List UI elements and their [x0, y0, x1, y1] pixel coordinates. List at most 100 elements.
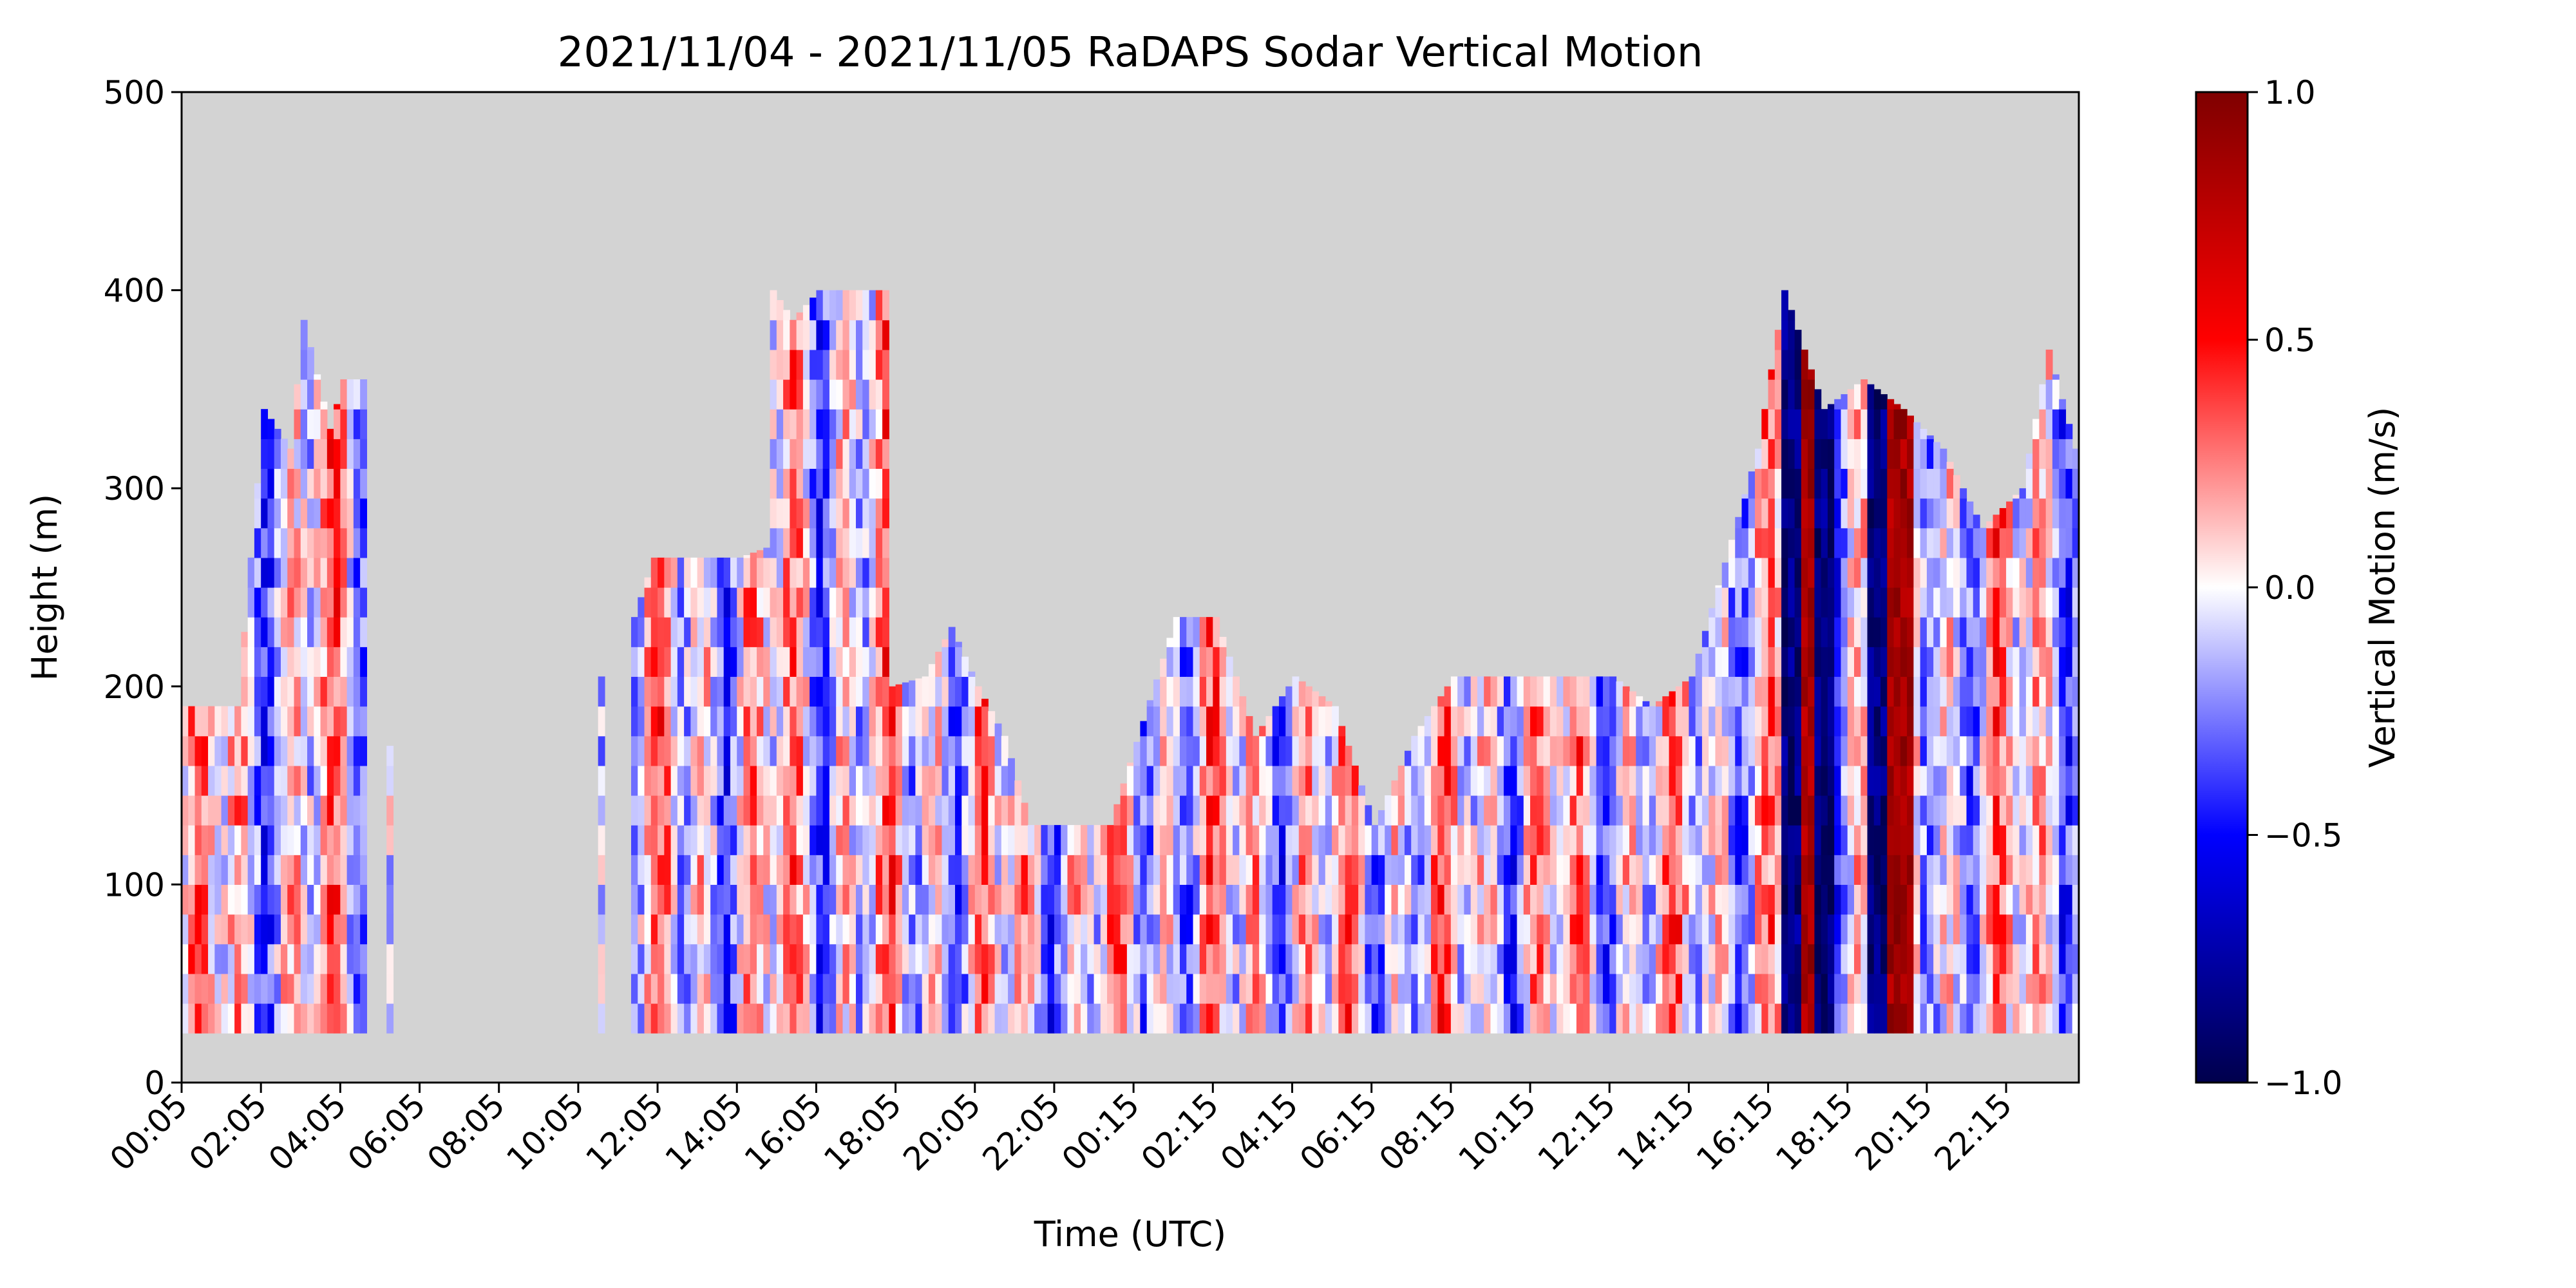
heat-cell: [280, 825, 288, 855]
heat-cell: [1841, 617, 1848, 647]
heat-cell: [928, 795, 936, 826]
heat-cell: [2045, 943, 2053, 974]
heat-cell: [1814, 557, 1822, 588]
heat-cell: [1530, 825, 1537, 855]
heat-cell: [1583, 795, 1590, 826]
heat-cell: [1867, 735, 1875, 766]
heat-cell: [856, 587, 863, 618]
heat-cell: [1933, 587, 1941, 618]
heat-cell: [1768, 379, 1776, 410]
heat-cell: [928, 884, 936, 915]
heat-cell: [274, 1003, 281, 1034]
heat-cell: [1378, 884, 1385, 915]
heat-cell: [2059, 498, 2067, 529]
heat-cell: [994, 723, 1002, 737]
heat-cell: [1278, 825, 1286, 855]
heat-cell: [1629, 855, 1636, 885]
heat-cell: [862, 973, 870, 1004]
heat-cell: [1887, 647, 1895, 677]
heat-cell: [810, 795, 817, 826]
heat-cell: [1788, 557, 1795, 588]
heat-cell: [2012, 884, 2020, 915]
heat-cell: [915, 855, 923, 885]
heat-cell: [1834, 647, 1842, 677]
heat-cell: [194, 825, 202, 855]
heat-cell: [1166, 765, 1174, 796]
heat-cell: [1669, 795, 1676, 826]
heat-cell: [1999, 735, 2007, 766]
heat-cell: [1523, 855, 1531, 885]
heat-cell: [703, 587, 711, 618]
heat-cell: [2045, 825, 2053, 855]
heat-cell: [1305, 706, 1312, 737]
heat-cell: [201, 943, 209, 974]
heat-cell: [247, 855, 255, 885]
heat-cell: [1530, 676, 1537, 707]
heat-cell: [1748, 943, 1756, 974]
heat-cell: [2045, 468, 2053, 499]
heat-cell: [280, 943, 288, 974]
heat-cell: [1808, 1003, 1815, 1034]
heat-cell: [1913, 706, 1921, 737]
heat-cell: [948, 765, 956, 796]
heat-cell: [2052, 735, 2060, 766]
heat-cell: [802, 825, 810, 855]
heat-cell: [644, 706, 652, 737]
heat-cell: [2019, 943, 2027, 974]
heat-cell: [2039, 527, 2047, 558]
heat-cell: [1265, 973, 1273, 1004]
heat-cell: [875, 557, 883, 588]
heat-cell: [1900, 973, 1908, 1004]
heat-cell: [889, 855, 896, 885]
heat-cell: [703, 973, 711, 1004]
heat-cell: [1861, 647, 1868, 677]
heat-cell: [1510, 855, 1518, 885]
heat-cell: [1265, 855, 1273, 885]
heat-cell: [1808, 369, 1815, 380]
heat-cell: [816, 527, 824, 558]
heat-cell: [1404, 943, 1412, 974]
heat-cell: [2019, 855, 2027, 885]
heat-cell: [915, 678, 923, 707]
heat-cell: [1001, 973, 1009, 1004]
heat-cell: [882, 647, 889, 677]
heat-cell: [2039, 735, 2047, 766]
heat-cell: [1213, 825, 1220, 855]
heat-cell: [862, 319, 870, 350]
heat-cell: [1834, 735, 1842, 766]
heat-cell: [1054, 973, 1061, 1004]
heat-cell: [1219, 765, 1227, 796]
heat-cell: [631, 855, 638, 885]
heat-cell: [1940, 527, 1947, 558]
heat-cell: [1834, 706, 1842, 737]
heat-cell: [1543, 706, 1551, 737]
heat-cell: [1636, 884, 1643, 915]
heat-cell: [1008, 765, 1015, 796]
heat-cell: [730, 676, 737, 707]
heat-cell: [247, 943, 255, 974]
heat-cell: [1973, 795, 1980, 826]
heat-cell: [287, 647, 295, 677]
heat-cell: [816, 617, 824, 647]
heat-cell: [1827, 825, 1835, 855]
heat-cell: [816, 1003, 824, 1034]
heat-cell: [1166, 638, 1174, 647]
heat-cell: [1477, 1003, 1484, 1034]
heat-cell: [2065, 706, 2073, 737]
heat-cell: [320, 1003, 328, 1034]
heat-cell: [1814, 498, 1822, 529]
heat-cell: [697, 676, 705, 707]
heat-cell: [1761, 647, 1769, 677]
heat-cell: [1490, 765, 1498, 796]
heat-cell: [1583, 1003, 1590, 1034]
heat-cell: [1437, 943, 1445, 974]
heat-cell: [300, 855, 308, 885]
heat-cell: [816, 855, 824, 885]
heat-cell: [1946, 825, 1954, 855]
heat-cell: [1126, 762, 1134, 766]
heat-cell: [856, 527, 863, 558]
heat-cell: [182, 973, 189, 1004]
heat-cell: [684, 1003, 691, 1034]
heat-cell: [796, 795, 804, 826]
heat-cell: [1827, 855, 1835, 885]
